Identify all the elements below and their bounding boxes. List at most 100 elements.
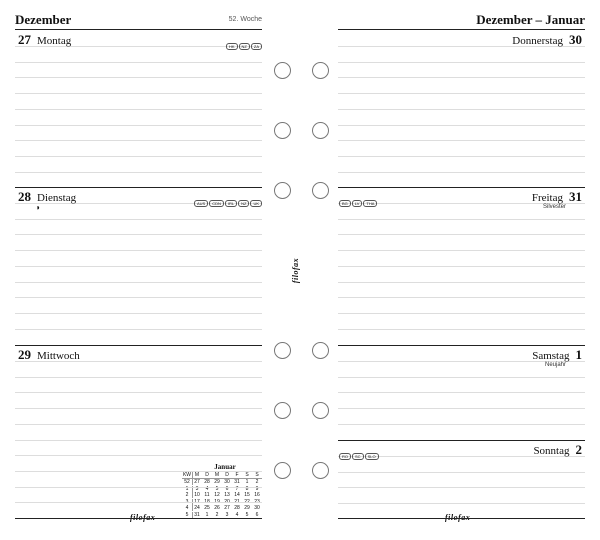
line-rule bbox=[338, 140, 585, 142]
line-rule bbox=[338, 487, 585, 489]
calendar-cell: 11 bbox=[204, 492, 210, 498]
badges: HK NZ ZA bbox=[225, 35, 262, 53]
calendar-cell: 4 bbox=[182, 505, 193, 511]
calendar-cell: 5 bbox=[245, 511, 249, 518]
day-name: Mittwoch bbox=[37, 350, 80, 362]
brand-center: filofax bbox=[291, 257, 301, 284]
line-rule bbox=[338, 297, 585, 299]
calendar-cell: D bbox=[225, 472, 229, 478]
calendar-cell: 23 bbox=[254, 498, 260, 505]
country-badge: SLO bbox=[364, 453, 379, 460]
punch-hole bbox=[312, 62, 329, 79]
calendar-cell: 52 bbox=[182, 479, 193, 485]
line-rule bbox=[15, 140, 262, 142]
calendar-cell: 9 bbox=[255, 485, 259, 492]
calendar-cell: S bbox=[245, 472, 249, 478]
line-rule bbox=[15, 155, 262, 157]
badges: AUS CDN IRL NZ UK bbox=[193, 192, 262, 210]
header-rule bbox=[338, 29, 585, 30]
country-badge: NZ bbox=[238, 43, 250, 50]
day-heading: Samstag 1 bbox=[529, 346, 585, 364]
calendar-cell: 2 bbox=[215, 511, 219, 518]
line-rule bbox=[15, 439, 262, 441]
country-badge: RO bbox=[339, 453, 351, 460]
line-rule bbox=[15, 61, 262, 63]
line-rule bbox=[338, 423, 585, 425]
line-rule bbox=[15, 423, 262, 425]
line-rule bbox=[15, 234, 262, 236]
brand-left: filofax bbox=[130, 513, 156, 522]
line-rule bbox=[338, 456, 585, 457]
line-rule bbox=[338, 392, 585, 394]
punch-hole bbox=[274, 122, 291, 139]
day-rule bbox=[15, 187, 262, 188]
line-rule bbox=[15, 361, 262, 362]
day-heading: 29 Mittwoch bbox=[15, 346, 83, 364]
line-rule bbox=[15, 392, 262, 394]
line-rule bbox=[15, 77, 262, 79]
line-rule bbox=[338, 61, 585, 63]
line-rule bbox=[15, 265, 262, 267]
day-number: 27 bbox=[18, 32, 31, 47]
calendar-cell: 8 bbox=[245, 485, 249, 492]
country-badge: HK bbox=[225, 43, 238, 50]
calendar-cell: 25 bbox=[204, 505, 210, 511]
bottom-rule bbox=[15, 518, 262, 519]
line-rule bbox=[15, 328, 262, 330]
calendar-cell: 2 bbox=[182, 492, 193, 498]
calendar-cell: 27 bbox=[194, 479, 200, 485]
day-name: Dienstag bbox=[37, 192, 77, 204]
day-name: Montag bbox=[37, 35, 72, 47]
day-heading: Donnerstag 30 bbox=[509, 31, 585, 49]
country-badge: IRL bbox=[224, 200, 238, 207]
line-rule bbox=[338, 93, 585, 95]
punch-hole bbox=[274, 462, 291, 479]
day-rule bbox=[338, 440, 585, 441]
day-number: 28 bbox=[18, 189, 31, 204]
country-badge: ZA bbox=[250, 43, 262, 50]
calendar-cell: 18 bbox=[204, 498, 210, 505]
country-badge: NZ bbox=[238, 200, 250, 207]
line-rule bbox=[15, 124, 262, 126]
punch-hole bbox=[312, 402, 329, 419]
calendar-cell: 2 bbox=[255, 479, 259, 485]
line-rule bbox=[15, 218, 262, 220]
calendar-cell: 29 bbox=[214, 479, 220, 485]
day-number: 29 bbox=[18, 347, 31, 362]
line-rule bbox=[338, 408, 585, 410]
line-rule bbox=[338, 171, 585, 173]
country-badge: UK bbox=[250, 200, 262, 207]
calendar-cell: 4 bbox=[235, 511, 239, 518]
day-number: 2 bbox=[575, 442, 583, 457]
line-rule bbox=[15, 455, 262, 457]
line-rule bbox=[15, 486, 262, 488]
calendar-cell: 1 bbox=[245, 479, 249, 485]
line-rule bbox=[338, 218, 585, 220]
calendar-cell: 31 bbox=[234, 479, 240, 485]
line-rule bbox=[338, 328, 585, 330]
line-rule bbox=[338, 312, 585, 314]
punch-hole bbox=[274, 62, 291, 79]
calendar-cell: 5 bbox=[182, 511, 193, 518]
line-rule bbox=[338, 77, 585, 79]
line-rule bbox=[338, 155, 585, 157]
line-rule bbox=[15, 108, 262, 110]
calendar-cell: 21 bbox=[234, 498, 240, 505]
day-heading: 27 Montag bbox=[15, 31, 74, 49]
punch-hole bbox=[274, 402, 291, 419]
day-number: 31 bbox=[569, 189, 582, 204]
line-rule bbox=[338, 265, 585, 267]
line-rule bbox=[15, 312, 262, 314]
calendar-cell: 17 bbox=[194, 498, 200, 505]
day-name: Donnerstag bbox=[512, 35, 563, 47]
country-badge: CDN bbox=[209, 200, 224, 207]
calendar-cell: 28 bbox=[234, 505, 240, 511]
badges: RO SC SLO bbox=[338, 445, 379, 463]
holiday-note: Neujahr bbox=[544, 362, 566, 368]
calendar-cell: 3 bbox=[195, 485, 199, 492]
mini-calendar: KW M D M D F S S 52 27 28 29 30 31 1 2 1 3 4 5 6 7 8 9 2 10 11 12 13… bbox=[182, 472, 262, 518]
country-badge: AUS bbox=[193, 200, 209, 207]
left-title: Dezember bbox=[15, 12, 72, 27]
calendar-cell: 26 bbox=[214, 505, 220, 511]
